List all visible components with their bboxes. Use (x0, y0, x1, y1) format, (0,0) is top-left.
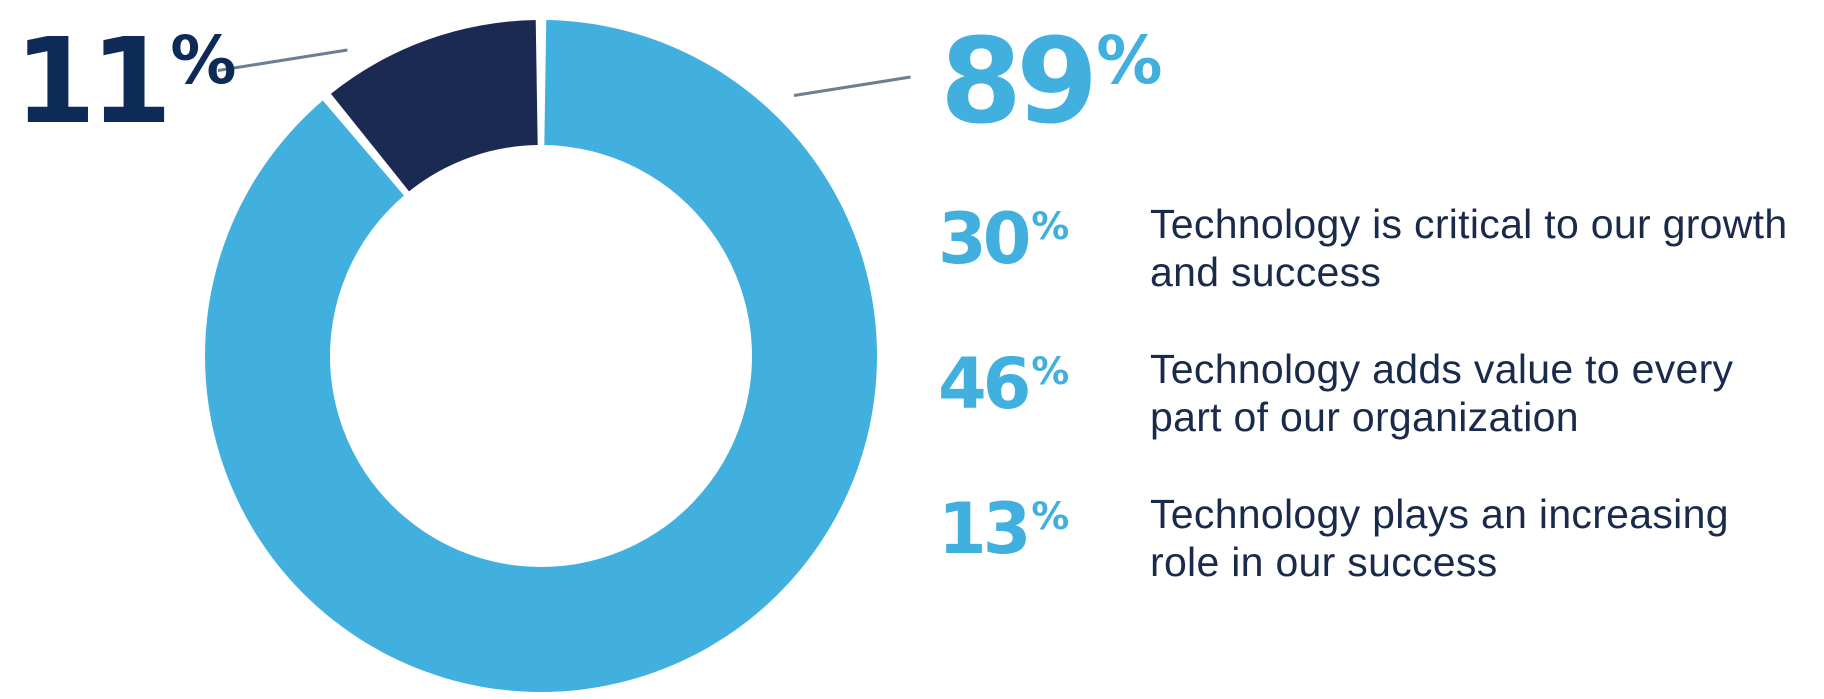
donut-slice-11 (330, 20, 538, 192)
callout-11-unit: % (170, 22, 237, 99)
breakdown-label: Technology adds value to every part of o… (1150, 346, 1734, 440)
breakdown-unit: % (1031, 349, 1070, 393)
breakdown-value: 30% (938, 204, 1069, 274)
breakdown-number: 46 (938, 343, 1031, 425)
breakdown-value: 46% (938, 349, 1069, 419)
callout-11-percent: 11% (14, 22, 236, 140)
breakdown-row-adds-value: 46% Technology adds value to every part … (938, 345, 1818, 441)
breakdown-number: 13 (938, 488, 1031, 570)
breakdown-unit: % (1031, 494, 1070, 538)
breakdown-value: 13% (938, 494, 1069, 564)
breakdown-unit: % (1031, 204, 1070, 248)
callout-89-unit: % (1096, 22, 1163, 99)
breakdown-number: 30 (938, 198, 1031, 280)
callout-89-percent: 89% (940, 22, 1162, 140)
breakdown-row-critical: 30% Technology is critical to our growth… (938, 200, 1818, 296)
breakdown-label: Technology plays an increasing role in o… (1150, 491, 1729, 585)
donut-slice-89 (204, 20, 878, 693)
callout-11-number: 11 (14, 12, 172, 150)
breakdown-row-increasing-role: 13% Technology plays an increasing role … (938, 490, 1818, 586)
callout-89-number: 89 (940, 12, 1098, 150)
breakdown-label: Technology is critical to our growth and… (1150, 201, 1788, 295)
